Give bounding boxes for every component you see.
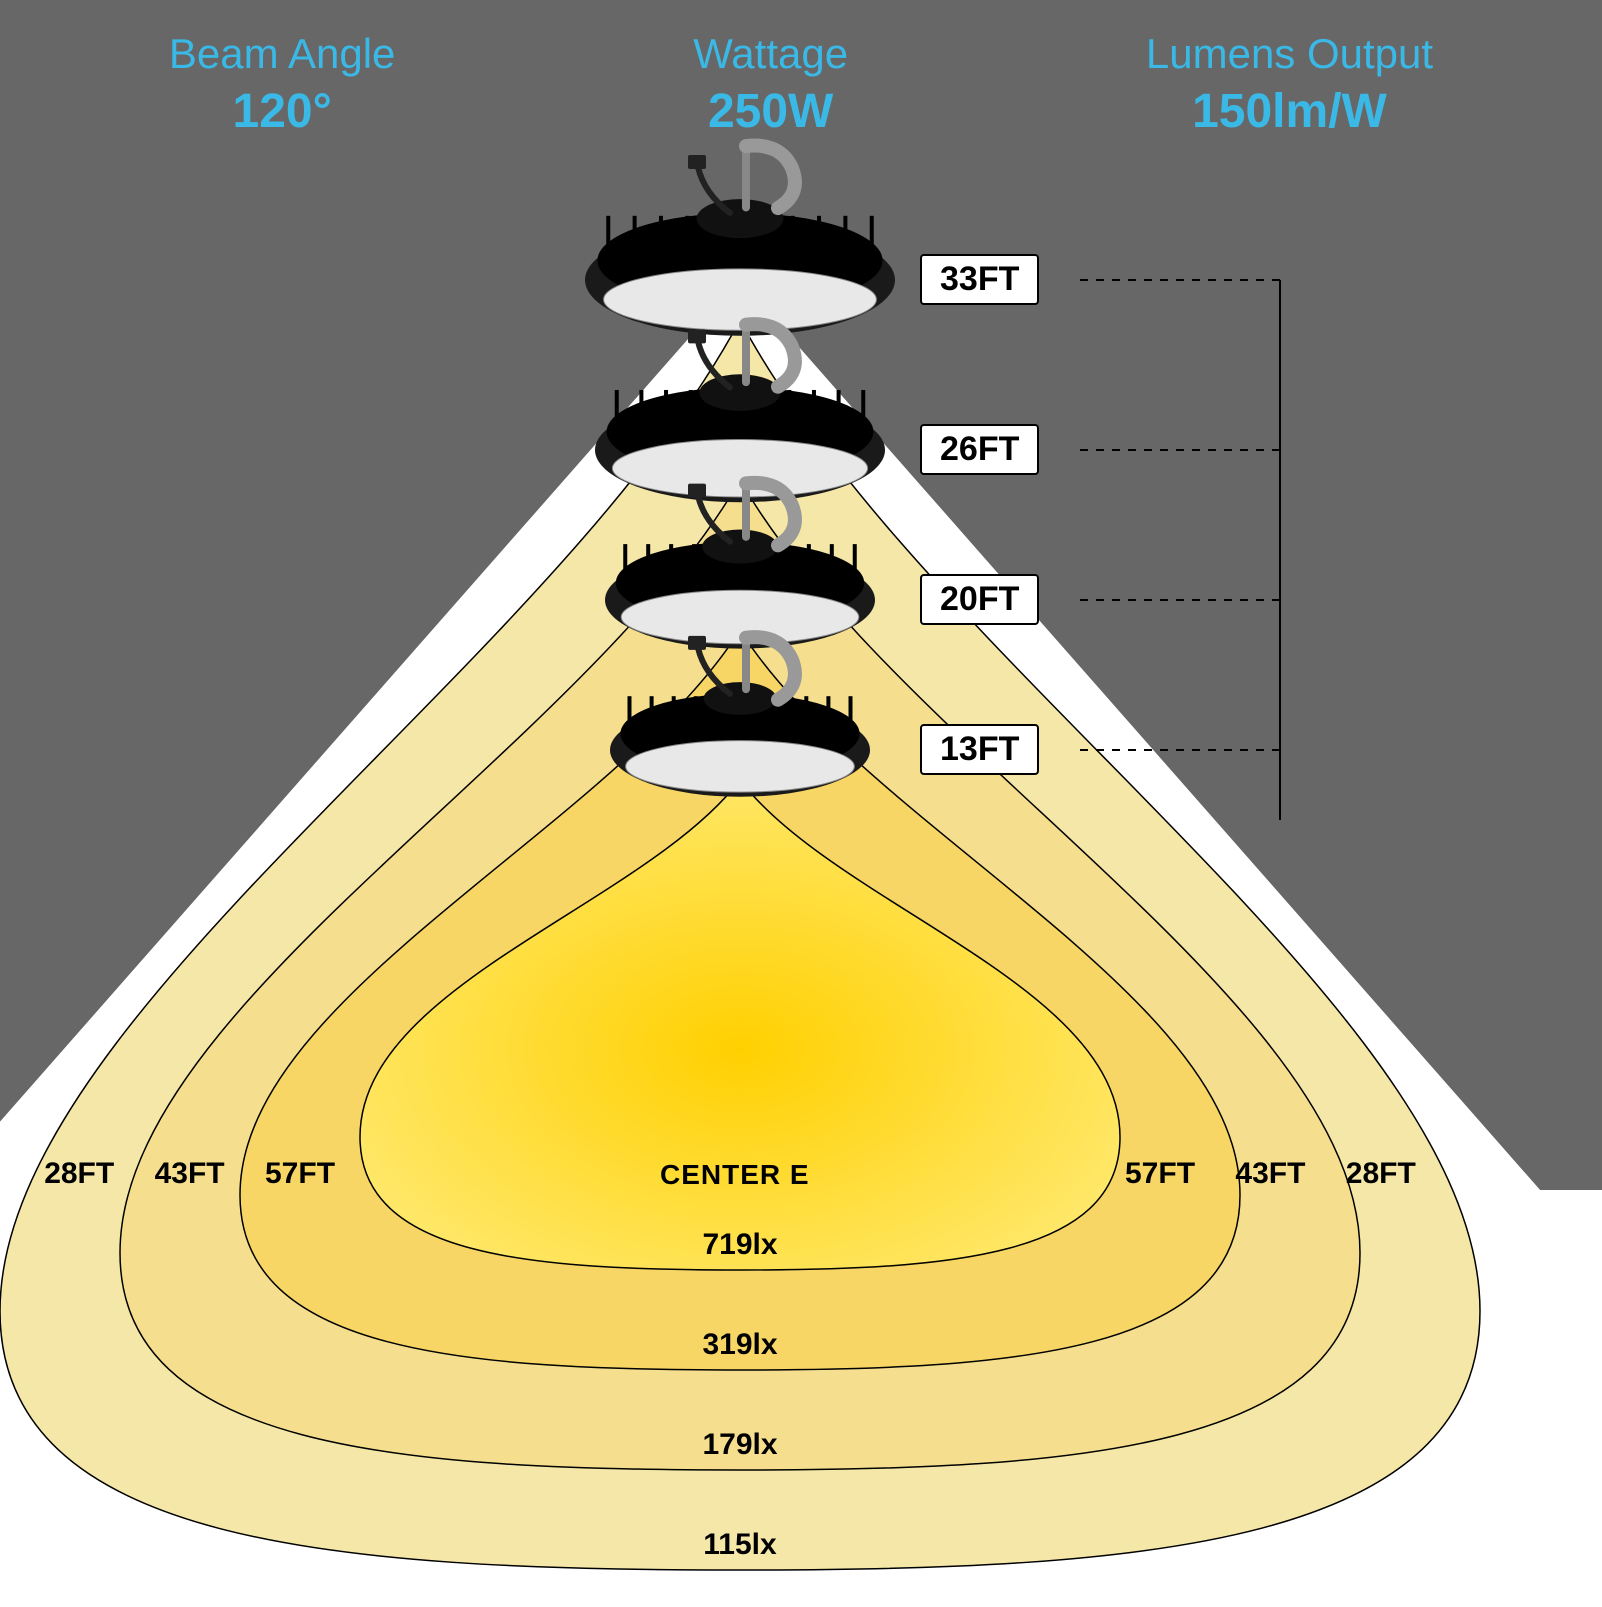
spec-label: Lumens Output: [1146, 30, 1433, 78]
lux-label: 719lx: [640, 1228, 840, 1262]
lux-label: 115lx: [640, 1528, 840, 1562]
lux-label: 179lx: [640, 1428, 840, 1462]
ft-right: 28FT: [1346, 1157, 1416, 1191]
height-label: 20FT: [920, 574, 1039, 625]
ft-right: 57FT: [1125, 1157, 1195, 1191]
height-label: 33FT: [920, 254, 1039, 305]
ft-left: 43FT: [155, 1157, 225, 1191]
height-label: 26FT: [920, 424, 1039, 475]
spec-lumens: Lumens Output 150lm/W: [1146, 30, 1433, 180]
spec-wattage: Wattage 250W: [693, 30, 848, 180]
ft-left: 57FT: [265, 1157, 335, 1191]
spec-header: Beam Angle 120° Wattage 250W Lumens Outp…: [0, 0, 1602, 180]
lux-label: 319lx: [640, 1328, 840, 1362]
ft-right: 43FT: [1235, 1157, 1305, 1191]
spec-value: 150lm/W: [1146, 84, 1433, 139]
spec-beam-angle: Beam Angle 120°: [169, 30, 396, 180]
spec-label: Beam Angle: [169, 30, 396, 78]
height-label: 13FT: [920, 724, 1039, 775]
spec-value: 250W: [693, 84, 848, 139]
spec-label: Wattage: [693, 30, 848, 78]
spec-value: 120°: [169, 84, 396, 139]
center-e-label: CENTER E: [660, 1159, 810, 1191]
ft-left: 28FT: [44, 1157, 114, 1191]
